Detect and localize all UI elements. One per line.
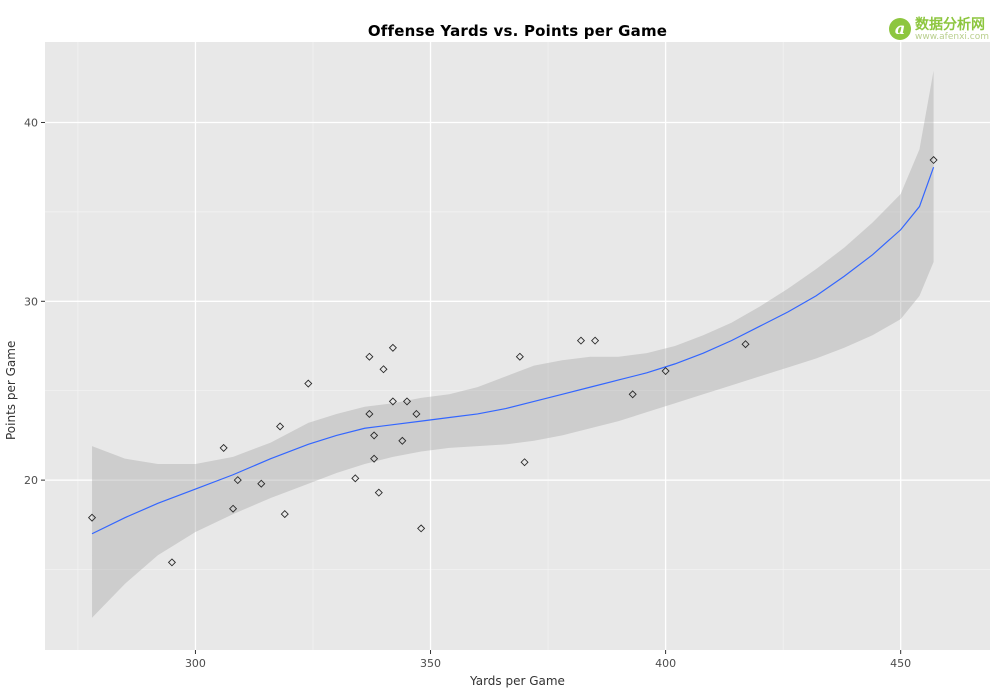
data-point xyxy=(402,397,412,406)
x-axis-title: Yards per Game xyxy=(470,674,565,688)
data-point xyxy=(87,513,97,522)
x-tick-label: 400 xyxy=(655,657,676,670)
data-point xyxy=(398,436,407,445)
y-axis-title: Points per Game xyxy=(4,340,18,440)
x-tick-label: 450 xyxy=(890,657,911,670)
y-tick-label: 30 xyxy=(24,295,38,308)
data-point xyxy=(167,558,176,567)
data-point xyxy=(374,488,383,497)
data-point xyxy=(233,476,242,485)
x-tick-label: 350 xyxy=(420,657,441,670)
axes: 300 350 400 450 20 30 40 xyxy=(24,116,911,670)
data-point xyxy=(229,504,238,513)
chart-title: Offense Yards vs. Points per Game xyxy=(367,22,668,40)
data-point xyxy=(276,422,285,431)
data-point xyxy=(370,431,379,440)
gridlines xyxy=(45,42,990,650)
data-point xyxy=(661,366,670,376)
smooth-line xyxy=(91,166,935,535)
x-tick-label: 300 xyxy=(185,657,206,670)
data-point xyxy=(591,336,600,345)
data-point xyxy=(515,352,524,361)
data-point xyxy=(219,443,228,452)
data-point xyxy=(365,352,374,361)
afenxi-logo-icon: a xyxy=(889,18,912,40)
data-point xyxy=(576,336,586,345)
watermark: a 数据分析网 www.afenxi.com xyxy=(889,17,989,43)
data-point xyxy=(388,397,397,406)
data-point xyxy=(741,340,750,349)
data-point xyxy=(412,409,421,418)
watermark-site-name: 数据分析网 xyxy=(915,17,986,33)
data-point xyxy=(280,510,289,519)
plot-panel xyxy=(45,42,990,650)
data-point xyxy=(628,390,637,399)
data-point xyxy=(370,454,379,463)
data-point xyxy=(351,474,360,483)
data-point xyxy=(388,343,397,352)
y-tick-label: 20 xyxy=(24,474,38,487)
y-tick-label: 40 xyxy=(24,116,38,129)
data-point xyxy=(304,379,313,388)
scatter-points xyxy=(87,155,938,567)
data-point xyxy=(520,458,529,467)
data-point xyxy=(379,365,388,374)
data-point xyxy=(365,409,374,418)
data-point xyxy=(929,155,938,165)
confidence-band xyxy=(92,70,934,618)
data-point xyxy=(257,479,266,488)
watermark-site-url: www.afenxi.com xyxy=(915,32,989,43)
data-point xyxy=(417,524,426,533)
